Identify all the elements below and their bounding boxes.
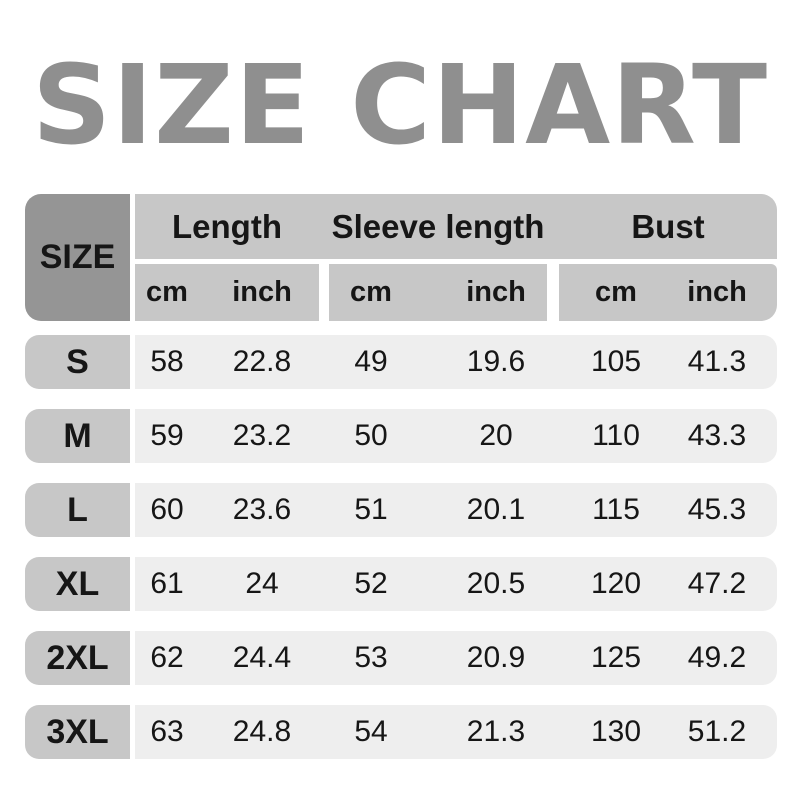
cell-value: 49 <box>354 345 388 378</box>
cell-value: 54 <box>354 715 388 748</box>
column-group-sleeve-length: Sleeve length <box>331 207 545 245</box>
cell-value: 110 <box>592 419 640 452</box>
cell-value: 49.2 <box>687 641 747 674</box>
row-values: 59 23.2 50 20 110 43.3 <box>135 409 777 463</box>
cell-value: 43.3 <box>687 419 747 452</box>
row-label: M <box>25 409 130 463</box>
cell-value: 61 <box>150 567 184 600</box>
unit-label-length-cm: cm <box>146 276 188 308</box>
cell-value: 115 <box>592 493 640 526</box>
cell-value: 62 <box>150 641 184 674</box>
cell-value: 130 <box>590 715 642 748</box>
unit-label-sleeve-inch: inch <box>466 276 526 308</box>
row-band: 58 22.8 49 19.6 105 41.3 <box>135 335 777 389</box>
cell-value: 59 <box>150 419 184 452</box>
row-label: 3XL <box>25 705 130 759</box>
cell-value: 51.2 <box>687 715 747 748</box>
cell-value: 105 <box>590 345 642 378</box>
cell-value: 23.6 <box>232 493 292 526</box>
cell-value: 47.2 <box>687 567 747 600</box>
unit-label-bust-cm: cm <box>595 276 637 308</box>
cell-value: 120 <box>590 567 642 600</box>
size-header-cell: SIZE <box>25 194 130 321</box>
table-row-l: L 60 23.6 51 20.1 115 45.3 <box>25 483 777 537</box>
row-band: 62 24.4 53 20.9 125 49.2 <box>135 631 777 685</box>
unit-label-bust-inch: inch <box>687 276 747 308</box>
row-band: 61 24 52 20.5 120 47.2 <box>135 557 777 611</box>
cell-value: 63 <box>150 715 184 748</box>
row-values: 62 24.4 53 20.9 125 49.2 <box>135 631 777 685</box>
row-band: 63 24.8 54 21.3 130 51.2 <box>135 705 777 759</box>
cell-value: 24.4 <box>232 641 292 674</box>
row-label: L <box>25 483 130 537</box>
cell-value: 52 <box>354 567 388 600</box>
cell-value: 51 <box>354 493 388 526</box>
table-row-3xl: 3XL 63 24.8 54 21.3 130 51.2 <box>25 705 777 759</box>
row-label: 2XL <box>25 631 130 685</box>
column-group-length: Length <box>172 207 282 245</box>
row-values: 61 24 52 20.5 120 47.2 <box>135 557 777 611</box>
cell-value: 20.9 <box>466 641 526 674</box>
column-group-bust: Bust <box>631 207 705 245</box>
page-title: SIZE CHART <box>31 41 769 169</box>
cell-value: 21.3 <box>466 715 526 748</box>
row-label: S <box>25 335 130 389</box>
unit-labels: cm inch cm inch cm inch <box>135 264 777 321</box>
table-header: SIZE Length Sleeve length Bust cm inch <box>25 194 777 321</box>
cell-value: 22.8 <box>232 345 292 378</box>
row-band: 60 23.6 51 20.1 115 45.3 <box>135 483 777 537</box>
row-label: XL <box>25 557 130 611</box>
header-right: Length Sleeve length Bust cm inch cm inc… <box>135 194 777 321</box>
unit-block-length <box>135 264 319 321</box>
cell-value: 41.3 <box>687 345 747 378</box>
table-row-xl: XL 61 24 52 20.5 120 47.2 <box>25 557 777 611</box>
cell-value: 24.8 <box>232 715 292 748</box>
cell-value: 50 <box>354 419 388 452</box>
row-values: 58 22.8 49 19.6 105 41.3 <box>135 335 777 389</box>
cell-value: 45.3 <box>687 493 747 526</box>
size-chart-table: SIZE Length Sleeve length Bust cm inch <box>25 194 777 759</box>
table-row-s: S 58 22.8 49 19.6 105 41.3 <box>25 335 777 389</box>
cell-value: 60 <box>150 493 184 526</box>
table-row-2xl: 2XL 62 24.4 53 20.9 125 49.2 <box>25 631 777 685</box>
cell-value: 125 <box>590 641 642 674</box>
cell-value: 53 <box>354 641 388 674</box>
column-group-band: Length Sleeve length Bust <box>135 194 777 259</box>
cell-value: 20.1 <box>466 493 526 526</box>
cell-value: 58 <box>150 345 184 378</box>
unit-header-row: cm inch cm inch cm inch <box>135 264 777 321</box>
row-band: 59 23.2 50 20 110 43.3 <box>135 409 777 463</box>
row-values: 60 23.6 51 20.1 115 45.3 <box>135 483 777 537</box>
cell-value: 24 <box>245 567 279 600</box>
cell-value: 20 <box>479 419 513 452</box>
cell-value: 23.2 <box>232 419 292 452</box>
row-values: 63 24.8 54 21.3 130 51.2 <box>135 705 777 759</box>
cell-value: 19.6 <box>466 345 526 378</box>
unit-label-length-inch: inch <box>232 276 292 308</box>
table-row-m: M 59 23.2 50 20 110 43.3 <box>25 409 777 463</box>
unit-block-bust <box>559 264 777 321</box>
unit-label-sleeve-cm: cm <box>350 276 392 308</box>
cell-value: 20.5 <box>466 567 526 600</box>
unit-block-sleeve-length <box>329 264 547 321</box>
